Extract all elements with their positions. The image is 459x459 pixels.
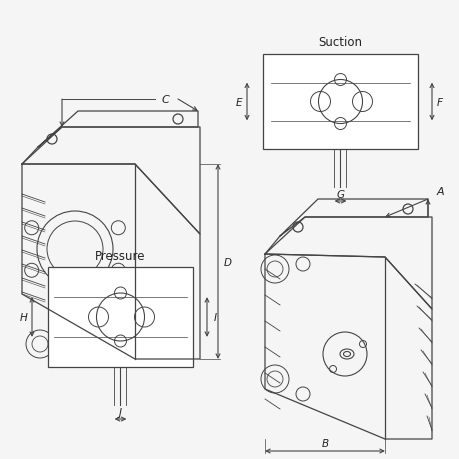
Bar — [48, 268, 193, 367]
Text: D: D — [224, 257, 231, 267]
Text: J: J — [119, 407, 122, 417]
Text: G: G — [336, 190, 344, 200]
Text: B: B — [321, 438, 328, 448]
Text: C: C — [161, 95, 168, 105]
Text: I: I — [213, 312, 216, 322]
Text: E: E — [235, 97, 242, 107]
Text: H: H — [20, 312, 28, 322]
Bar — [263, 55, 417, 150]
Text: F: F — [436, 97, 442, 107]
Text: Pressure: Pressure — [95, 249, 146, 262]
Text: A: A — [435, 187, 443, 196]
Text: Suction: Suction — [318, 36, 362, 50]
